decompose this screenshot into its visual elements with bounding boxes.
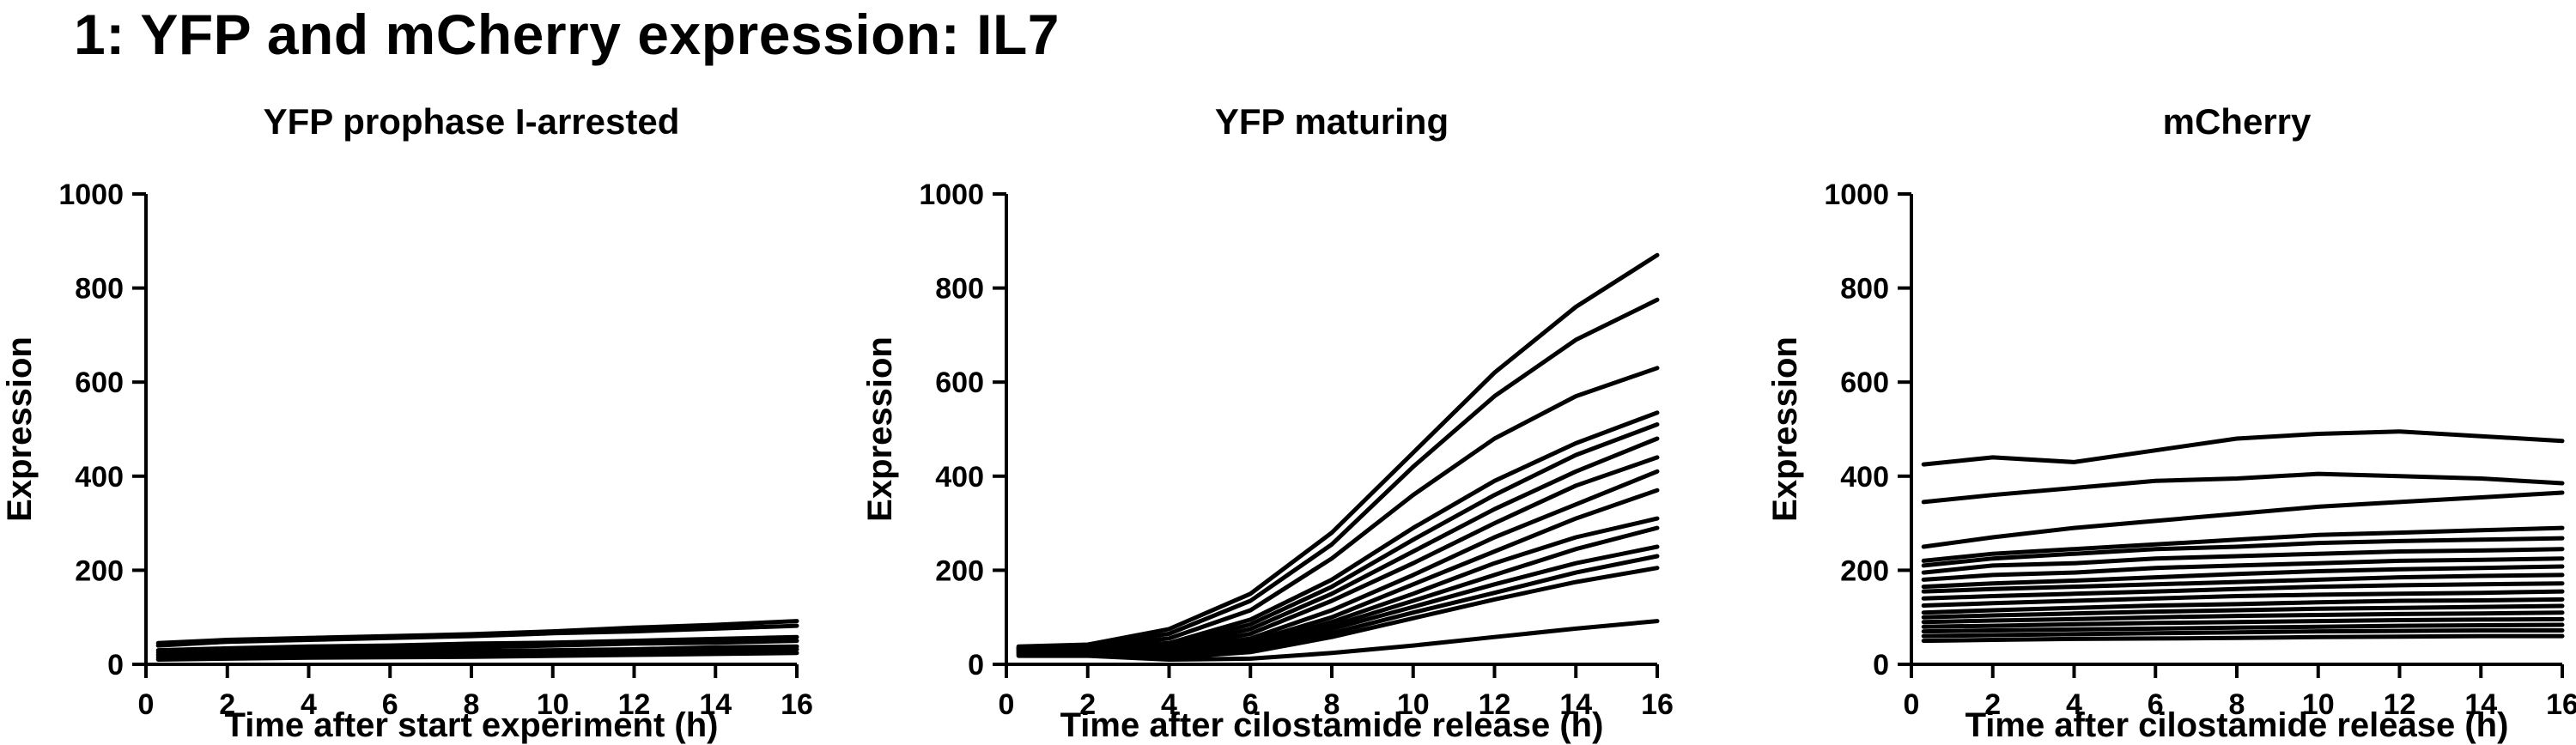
- x-tick-label: 8: [1324, 688, 1340, 721]
- series-line-6: [155, 647, 799, 660]
- series-line-15: [1921, 616, 2565, 629]
- series-line-15: [1016, 619, 1660, 662]
- x-tick-label: 16: [781, 688, 813, 721]
- chart-title: YFP prophase I-arrested: [264, 101, 680, 142]
- y-tick-label: 400: [935, 461, 984, 494]
- series-line-1: [1921, 429, 2565, 467]
- chart-panel-3: mCherry 0 2 4 6 8 10 12 14 16 0 200 400 600 800 1000 Tim…: [1766, 101, 2576, 744]
- x-tick-label: 6: [2148, 688, 2164, 721]
- y-axis-label: Expression: [1, 336, 39, 522]
- x-tick-label: 6: [382, 688, 398, 721]
- y-tick-label: 1000: [919, 179, 984, 211]
- series-line-11: [1921, 589, 2565, 608]
- x-axis-label: Time after cilostamide release (h): [1060, 706, 1604, 744]
- x-tick-label: 6: [1242, 688, 1259, 721]
- chart-panel-2: YFP maturing 0 2 4 6 8 10 12 14 16 0 200 400 600 800 10…: [861, 101, 1674, 744]
- y-tick-label: 0: [1873, 649, 1889, 681]
- y-tick-label: 0: [968, 649, 984, 681]
- y-tick-label: 200: [935, 554, 984, 587]
- y-tick-label: 600: [75, 366, 124, 399]
- x-tick-label: 14: [2464, 688, 2497, 721]
- series-line-14: [1921, 610, 2565, 625]
- x-tick-label: 0: [999, 688, 1015, 721]
- y-tick-label: 400: [1840, 461, 1889, 494]
- series-line-10: [1921, 581, 2565, 601]
- series-line-2: [155, 623, 799, 648]
- x-tick-label: 16: [2546, 688, 2576, 721]
- y-axis-label: Expression: [861, 336, 899, 522]
- x-tick-label: 10: [2302, 688, 2335, 721]
- series-line-8: [1921, 564, 2565, 590]
- x-tick-label: 0: [1904, 688, 1920, 721]
- series-line-7: [1921, 556, 2565, 582]
- y-tick-label: 400: [75, 461, 124, 494]
- x-tick-label: 12: [1479, 688, 1511, 721]
- series-line-4: [155, 639, 799, 655]
- x-tick-label: 4: [1161, 688, 1177, 721]
- series-line-3: [155, 634, 799, 653]
- x-tick-label: 0: [138, 688, 155, 721]
- x-axis-label: Time after cilostamide release (h): [1965, 706, 2509, 744]
- x-tick-label: 8: [464, 688, 480, 721]
- x-tick-label: 2: [1079, 688, 1096, 721]
- series-line-16: [1921, 622, 2565, 634]
- y-tick-label: 600: [1840, 366, 1889, 399]
- y-tick-label: 600: [935, 366, 984, 399]
- series-line-2: [1016, 297, 1660, 650]
- series-line-13: [1921, 603, 2565, 620]
- series-line-3: [1016, 366, 1660, 651]
- chart-panel-1: YFP prophase I-arrested 0 2 4 6 8 10 12 14 16 0 200…: [1, 101, 813, 744]
- y-tick-label: 1000: [1824, 179, 1889, 211]
- series-line-3: [1921, 490, 2565, 549]
- series-line-17: [1921, 628, 2565, 639]
- x-tick-label: 2: [219, 688, 235, 721]
- series-line-1: [1016, 252, 1660, 649]
- chart-title: YFP maturing: [1215, 101, 1449, 142]
- series-line-7: [155, 651, 799, 662]
- y-axis-label: Expression: [1766, 336, 1804, 522]
- series-line-9: [1921, 572, 2565, 594]
- x-tick-label: 14: [699, 688, 732, 721]
- page-title: 1: YFP and mCherry expression: IL7: [74, 3, 1060, 66]
- y-tick-label: 1000: [58, 179, 124, 211]
- y-tick-label: 200: [75, 554, 124, 587]
- x-tick-label: 12: [2384, 688, 2416, 721]
- x-tick-label: 10: [1397, 688, 1430, 721]
- series-line-18: [1921, 633, 2565, 644]
- x-tick-label: 4: [301, 688, 317, 721]
- y-tick-label: 200: [1840, 554, 1889, 587]
- x-tick-label: 12: [618, 688, 651, 721]
- series-line-5: [1921, 536, 2565, 568]
- series-line-6: [1921, 547, 2565, 575]
- x-tick-label: 10: [537, 688, 569, 721]
- x-tick-label: 4: [2066, 688, 2082, 721]
- series-line-12: [1921, 597, 2565, 615]
- series-line-4: [1921, 525, 2565, 563]
- x-tick-label: 8: [2229, 688, 2245, 721]
- series-line-2: [1921, 471, 2565, 505]
- y-tick-label: 800: [935, 273, 984, 306]
- x-tick-label: 14: [1559, 688, 1592, 721]
- y-tick-label: 800: [1840, 273, 1889, 306]
- y-tick-label: 0: [107, 649, 124, 681]
- chart-title: mCherry: [2163, 101, 2312, 142]
- x-tick-label: 2: [1984, 688, 2001, 721]
- y-tick-label: 800: [75, 273, 124, 306]
- x-axis-label: Time after start experiment (h): [225, 706, 719, 744]
- x-tick-label: 16: [1641, 688, 1674, 721]
